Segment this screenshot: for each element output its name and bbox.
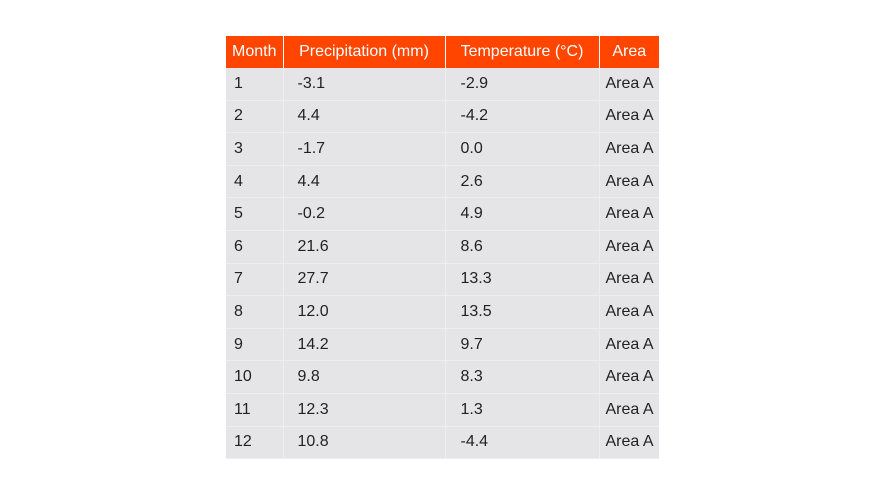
table-row: 2 4.4 -4.2 Area A — [226, 100, 659, 134]
area-cell: Area A — [599, 328, 659, 362]
table-row: 11 12.3 1.3 Area A — [226, 393, 659, 427]
temperature-cell: 9.7 — [445, 328, 600, 362]
temperature-cell: -4.2 — [445, 100, 600, 134]
table-row: 10 9.8 8.3 Area A — [226, 360, 659, 394]
header-cell-temperature: Temperature (°C) — [445, 36, 600, 68]
table-body: 1 -3.1 -2.9 Area A 2 4.4 -4.2 Area A 3 -1.7 0.0 Are… — [226, 68, 659, 460]
table-row: 3 -1.7 0.0 Area A — [226, 132, 659, 166]
month-cell: 3 — [226, 132, 284, 166]
area-cell: Area A — [599, 197, 659, 231]
precipitation-cell: 9.8 — [283, 360, 446, 394]
precipitation-cell: -3.1 — [283, 68, 446, 101]
temperature-cell: 1.3 — [445, 393, 600, 427]
month-cell: 1 — [226, 68, 284, 101]
precipitation-cell: 10.8 — [283, 426, 446, 460]
header-cell-area: Area — [599, 36, 659, 68]
area-cell: Area A — [599, 393, 659, 427]
temperature-cell: 8.3 — [445, 360, 600, 394]
header-row: Month Precipitation (mm) Temperature (°C… — [226, 36, 659, 68]
header-cell-precipitation: Precipitation (mm) — [283, 36, 446, 68]
temperature-cell: 4.9 — [445, 197, 600, 231]
temperature-cell: 13.5 — [445, 295, 600, 329]
header-cell-month: Month — [226, 36, 284, 68]
area-cell: Area A — [599, 132, 659, 166]
precipitation-cell: 12.0 — [283, 295, 446, 329]
temperature-cell: -2.9 — [445, 68, 600, 101]
month-cell: 11 — [226, 393, 284, 427]
month-cell: 10 — [226, 360, 284, 394]
precipitation-cell: 21.6 — [283, 230, 446, 264]
area-cell: Area A — [599, 360, 659, 394]
precipitation-cell: 14.2 — [283, 328, 446, 362]
temperature-cell: 8.6 — [445, 230, 600, 264]
precipitation-cell: 12.3 — [283, 393, 446, 427]
precipitation-cell: -1.7 — [283, 132, 446, 166]
month-cell: 2 — [226, 100, 284, 134]
table-row: 6 21.6 8.6 Area A — [226, 230, 659, 264]
month-cell: 4 — [226, 165, 284, 199]
month-cell: 7 — [226, 263, 284, 297]
precipitation-cell: 27.7 — [283, 263, 446, 297]
table-row: 5 -0.2 4.9 Area A — [226, 197, 659, 231]
month-cell: 8 — [226, 295, 284, 329]
area-cell: Area A — [599, 263, 659, 297]
area-cell: Area A — [599, 165, 659, 199]
area-cell: Area A — [599, 230, 659, 264]
table-row: 4 4.4 2.6 Area A — [226, 165, 659, 199]
temperature-cell: -4.4 — [445, 426, 600, 460]
precipitation-cell: 4.4 — [283, 100, 446, 134]
table-row: 8 12.0 13.5 Area A — [226, 295, 659, 329]
temperature-cell: 13.3 — [445, 263, 600, 297]
temperature-cell: 2.6 — [445, 165, 600, 199]
area-cell: Area A — [599, 426, 659, 460]
temperature-cell: 0.0 — [445, 132, 600, 166]
month-cell: 12 — [226, 426, 284, 460]
table-row: 7 27.7 13.3 Area A — [226, 263, 659, 297]
precipitation-cell: -0.2 — [283, 197, 446, 231]
area-cell: Area A — [599, 100, 659, 134]
area-cell: Area A — [599, 295, 659, 329]
table-row: 9 14.2 9.7 Area A — [226, 328, 659, 362]
month-cell: 9 — [226, 328, 284, 362]
month-cell: 5 — [226, 197, 284, 231]
precipitation-cell: 4.4 — [283, 165, 446, 199]
table-row: 1 -3.1 -2.9 Area A — [226, 68, 659, 101]
area-cell: Area A — [599, 68, 659, 101]
table-row: 12 10.8 -4.4 Area A — [226, 426, 659, 460]
data-table: Month Precipitation (mm) Temperature (°C… — [226, 36, 659, 460]
month-cell: 6 — [226, 230, 284, 264]
